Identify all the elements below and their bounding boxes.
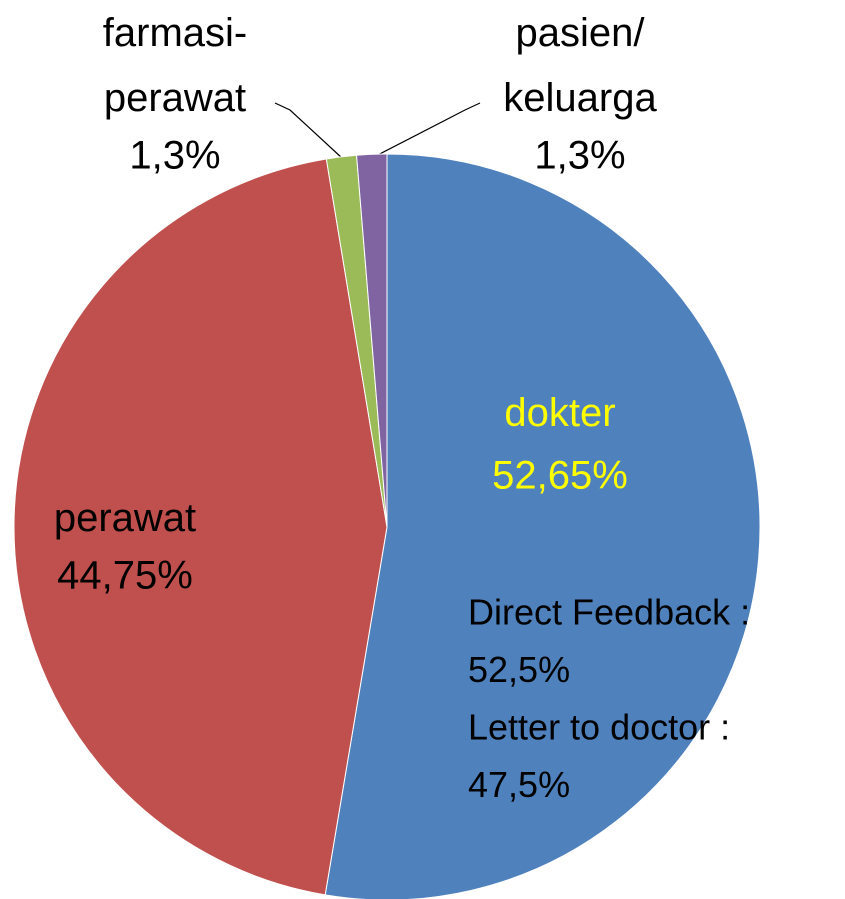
pie-slice [356,153,388,528]
annotation: Direct Feedback : [468,592,750,633]
annotation: Letter to doctor : [468,707,730,748]
slice-label-line: perawat [104,76,246,120]
pie-slice [13,158,388,896]
slice-value-label: 52,65% [492,454,628,498]
slice-label-line: pasien/ [516,11,646,55]
slice-value-label: 44,75% [57,554,193,598]
annotation: 47,5% [468,764,570,805]
slice-label: pasien/keluarga [503,11,657,120]
slice-label: farmasi-perawat [103,11,247,120]
slice-label-line: dokter [504,391,615,435]
pie [13,153,761,899]
pie-slice [324,153,761,899]
slice-label: perawat [54,496,196,540]
slice-value-label: 1,3% [534,134,625,178]
slice-value-label: 1,3% [129,134,220,178]
leader-line [274,102,343,159]
slice-label: dokter [504,391,615,435]
slice-label-line: keluarga [503,76,657,120]
slice-label-line: perawat [54,496,196,540]
leader-line [371,102,481,159]
annotation: 52,5% [468,649,570,690]
slice-label-line: farmasi- [103,11,247,55]
